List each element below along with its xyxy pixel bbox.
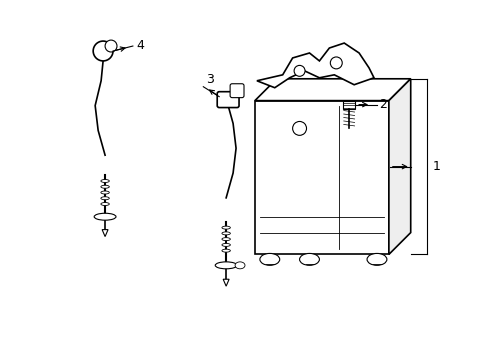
Ellipse shape <box>94 213 116 220</box>
Ellipse shape <box>101 180 109 183</box>
Ellipse shape <box>366 253 386 265</box>
Polygon shape <box>223 279 229 286</box>
Ellipse shape <box>259 253 279 265</box>
Circle shape <box>293 66 305 76</box>
Text: 3: 3 <box>206 73 214 86</box>
FancyBboxPatch shape <box>230 84 244 98</box>
Bar <box>254 100 388 255</box>
Polygon shape <box>102 230 108 237</box>
Ellipse shape <box>222 226 230 229</box>
Text: 1: 1 <box>432 160 440 173</box>
Circle shape <box>93 41 113 61</box>
Polygon shape <box>254 79 410 100</box>
Text: 2: 2 <box>378 98 386 111</box>
Polygon shape <box>256 43 373 88</box>
Ellipse shape <box>235 262 244 269</box>
Polygon shape <box>343 100 354 109</box>
Circle shape <box>105 40 117 52</box>
Ellipse shape <box>299 253 319 265</box>
Ellipse shape <box>215 262 237 269</box>
Ellipse shape <box>101 203 109 206</box>
Ellipse shape <box>101 197 109 200</box>
Circle shape <box>330 57 342 69</box>
Ellipse shape <box>101 191 109 194</box>
Text: 4: 4 <box>137 39 144 51</box>
Ellipse shape <box>222 249 230 252</box>
FancyBboxPatch shape <box>217 92 239 108</box>
Ellipse shape <box>101 185 109 188</box>
Polygon shape <box>388 79 410 255</box>
Circle shape <box>292 121 306 135</box>
Ellipse shape <box>222 238 230 240</box>
Ellipse shape <box>222 243 230 246</box>
Ellipse shape <box>222 232 230 235</box>
